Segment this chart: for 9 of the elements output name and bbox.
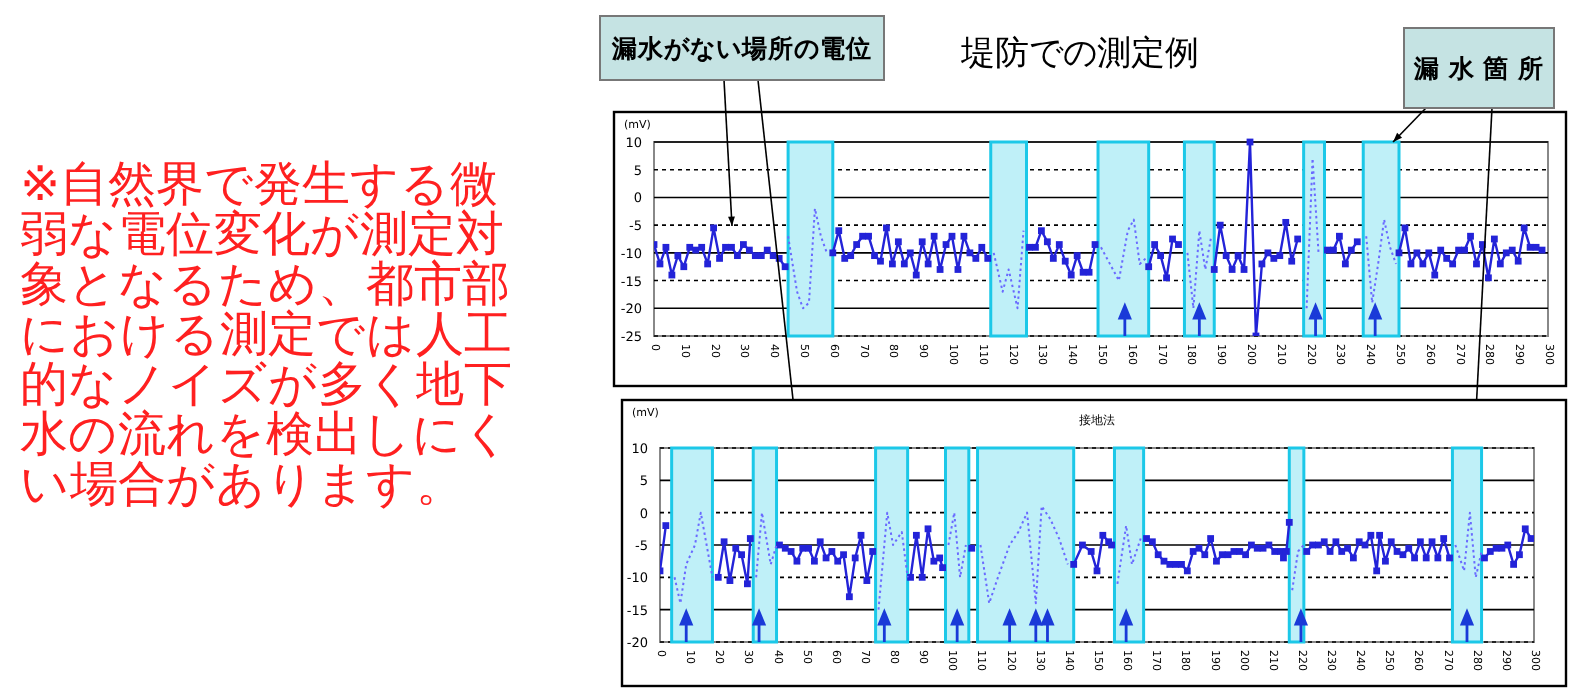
- point: [1157, 252, 1164, 260]
- point: [1175, 241, 1182, 248]
- annotation: 漏 水 箇 所: [1411, 53, 1545, 83]
- point: [1145, 263, 1153, 271]
- text: 漏水がない場所の電位: [610, 33, 872, 63]
- point: [1163, 274, 1170, 282]
- point: [1151, 241, 1159, 248]
- text: ※自然界で発生する微弱な電位変化が測定対象となるため、都市部における測定では人工的なノイズが多く地下水の流れを検出しにくい場合があります。: [20, 156, 514, 512]
- chart-title: 堤防での測定例: [959, 34, 1199, 74]
